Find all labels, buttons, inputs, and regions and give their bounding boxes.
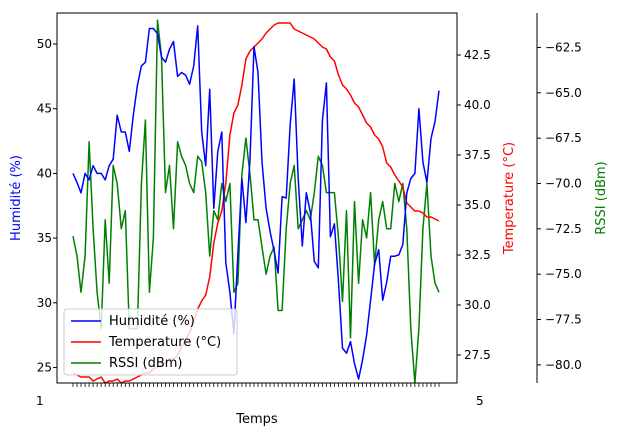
outer-axis-tick-label: −67.5 xyxy=(545,131,582,145)
legend-label-rssi: RSSI (dBm) xyxy=(109,356,182,371)
right-axis-tick-label: 40.0 xyxy=(464,98,491,112)
right-axis-tick-label: 35.0 xyxy=(464,198,491,212)
left-axis-tick-label: 45 xyxy=(37,102,52,116)
series-line-temperature xyxy=(72,22,440,384)
outer-axis-tick-label: −70.0 xyxy=(545,176,582,190)
left-axis-tick-label: 40 xyxy=(37,166,52,180)
left-axis-tick-label: 25 xyxy=(37,360,52,374)
right-axis-tick-label: 30.0 xyxy=(464,298,491,312)
outer-axis-tick-label: −75.0 xyxy=(545,267,582,281)
legend-label-temperature: Temperature (°C) xyxy=(108,335,221,350)
legend: Humidité (%) Temperature (°C) RSSI (dBm) xyxy=(63,308,238,376)
right-axis-tick-label: 32.5 xyxy=(464,248,491,262)
outer-axis-tick-label: −72.5 xyxy=(545,222,582,236)
right-axis-tick-label: 42.5 xyxy=(464,48,491,62)
x-axis-tick-labels-overflow-right: 5 xyxy=(476,394,484,408)
plot-area-frame xyxy=(56,12,458,384)
outer-axis-label: RSSI (dBm) xyxy=(594,161,609,234)
left-axis-tick-label: 35 xyxy=(37,231,52,245)
x-axis-ticks xyxy=(72,383,440,387)
outer-axis-tick-label: −77.5 xyxy=(545,313,582,327)
series-line-humidity xyxy=(72,25,440,380)
outer-axis-ticks: −62.5 −65.0 −67.5 −70.0 −72.5 −75.0 −77.5 −80.0 xyxy=(537,40,582,372)
outer-axis-tick-label: −80.0 xyxy=(545,358,582,372)
x-axis-tick-labels-overflow-left: 1 xyxy=(36,394,44,408)
left-axis-tick-label: 50 xyxy=(37,37,52,51)
left-axis-label: Humidité (%) xyxy=(9,155,24,241)
left-axis-ticks: 25 30 35 40 45 50 xyxy=(37,37,57,374)
legend-label-humidity: Humidité (%) xyxy=(109,314,195,329)
left-axis-tick-label: 30 xyxy=(37,296,52,310)
outer-axis-tick-label: −65.0 xyxy=(545,86,582,100)
outer-axis-tick-label: −62.5 xyxy=(545,40,582,54)
right-axis-tick-label: 27.5 xyxy=(464,348,491,362)
right-axis-tick-label: 37.5 xyxy=(464,148,491,162)
right-axis-ticks: 27.5 30.0 32.5 35.0 37.5 40.0 42.5 xyxy=(457,48,491,362)
legend-box xyxy=(63,308,238,376)
x-axis-label: Temps xyxy=(235,412,278,427)
right-axis-label: Temperature (°C) xyxy=(502,142,517,255)
